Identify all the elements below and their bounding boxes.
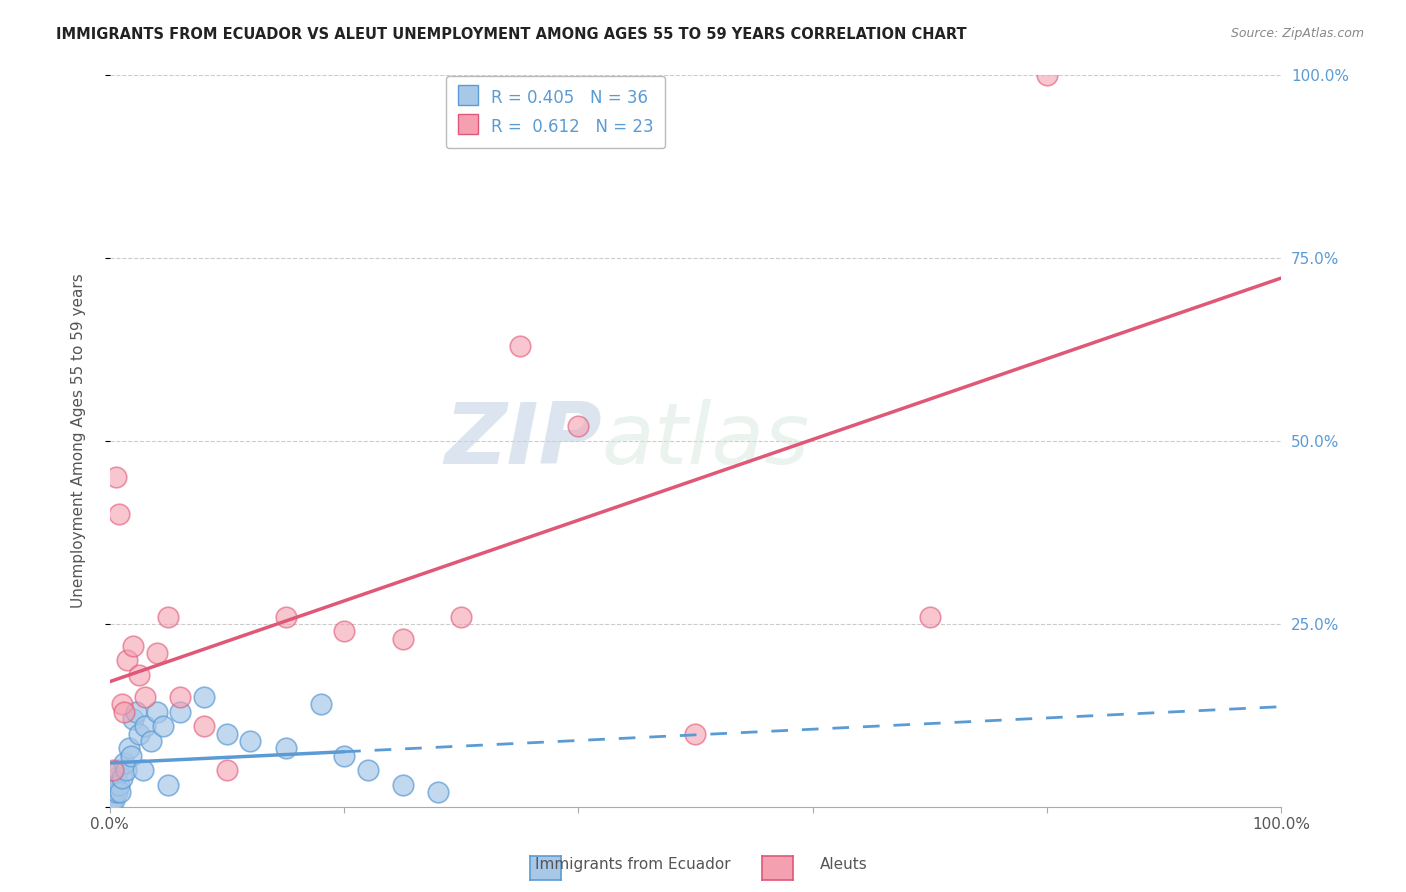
Point: [145, 646, 167, 660]
Text: ZIP: ZIP: [444, 400, 602, 483]
Point: [193, 719, 215, 733]
Point: [134, 719, 156, 733]
Point: [105, 785, 128, 799]
Y-axis label: Unemployment Among Ages 55 to 59 years: Unemployment Among Ages 55 to 59 years: [72, 273, 86, 608]
Point: [100, 792, 122, 806]
Point: [103, 785, 125, 799]
Point: [110, 785, 132, 799]
Point: [103, 778, 125, 792]
Point: [426, 785, 449, 799]
Point: [1036, 68, 1059, 82]
Point: [112, 756, 135, 770]
Point: [918, 609, 941, 624]
Point: [110, 771, 132, 785]
Point: [274, 609, 297, 624]
Point: [239, 734, 262, 748]
Point: [309, 698, 332, 712]
Point: [157, 609, 180, 624]
Text: IMMIGRANTS FROM ECUADOR VS ALEUT UNEMPLOYMENT AMONG AGES 55 TO 59 YEARS CORRELAT: IMMIGRANTS FROM ECUADOR VS ALEUT UNEMPLO…: [56, 27, 967, 42]
Point: [122, 712, 145, 726]
Point: [391, 778, 413, 792]
Point: [124, 705, 146, 719]
Point: [567, 419, 589, 434]
Point: [115, 764, 138, 778]
Point: [117, 653, 139, 667]
Point: [169, 705, 191, 719]
Point: [215, 764, 238, 778]
Point: [139, 734, 162, 748]
Point: [685, 727, 707, 741]
Point: [103, 792, 125, 806]
Point: [131, 764, 153, 778]
Point: [128, 668, 150, 682]
Point: [110, 698, 132, 712]
Point: [120, 748, 142, 763]
Point: [108, 507, 131, 521]
Point: [450, 609, 472, 624]
Point: [215, 727, 238, 741]
Point: [333, 624, 356, 639]
Point: [104, 771, 127, 785]
Point: [122, 639, 145, 653]
Point: [509, 338, 531, 352]
Point: [101, 792, 124, 806]
Point: [103, 764, 125, 778]
Point: [152, 719, 174, 733]
Point: [193, 690, 215, 705]
Point: [333, 748, 356, 763]
Point: [145, 705, 167, 719]
Point: [112, 705, 135, 719]
Legend: R = 0.405   N = 36, R =  0.612   N = 23: R = 0.405 N = 36, R = 0.612 N = 23: [446, 76, 665, 148]
Text: atlas: atlas: [602, 400, 810, 483]
Point: [356, 764, 378, 778]
Point: [157, 778, 180, 792]
Point: [274, 741, 297, 756]
Text: Source: ZipAtlas.com: Source: ZipAtlas.com: [1230, 27, 1364, 40]
Point: [104, 470, 127, 484]
Point: [100, 785, 122, 799]
Point: [128, 727, 150, 741]
Point: [108, 778, 131, 792]
Point: [107, 764, 129, 778]
Point: [169, 690, 191, 705]
Point: [117, 741, 139, 756]
Point: [134, 690, 156, 705]
Point: [391, 632, 413, 646]
Point: [101, 778, 124, 792]
Text: Immigrants from Ecuador: Immigrants from Ecuador: [534, 857, 731, 872]
Text: Aleuts: Aleuts: [820, 857, 868, 872]
